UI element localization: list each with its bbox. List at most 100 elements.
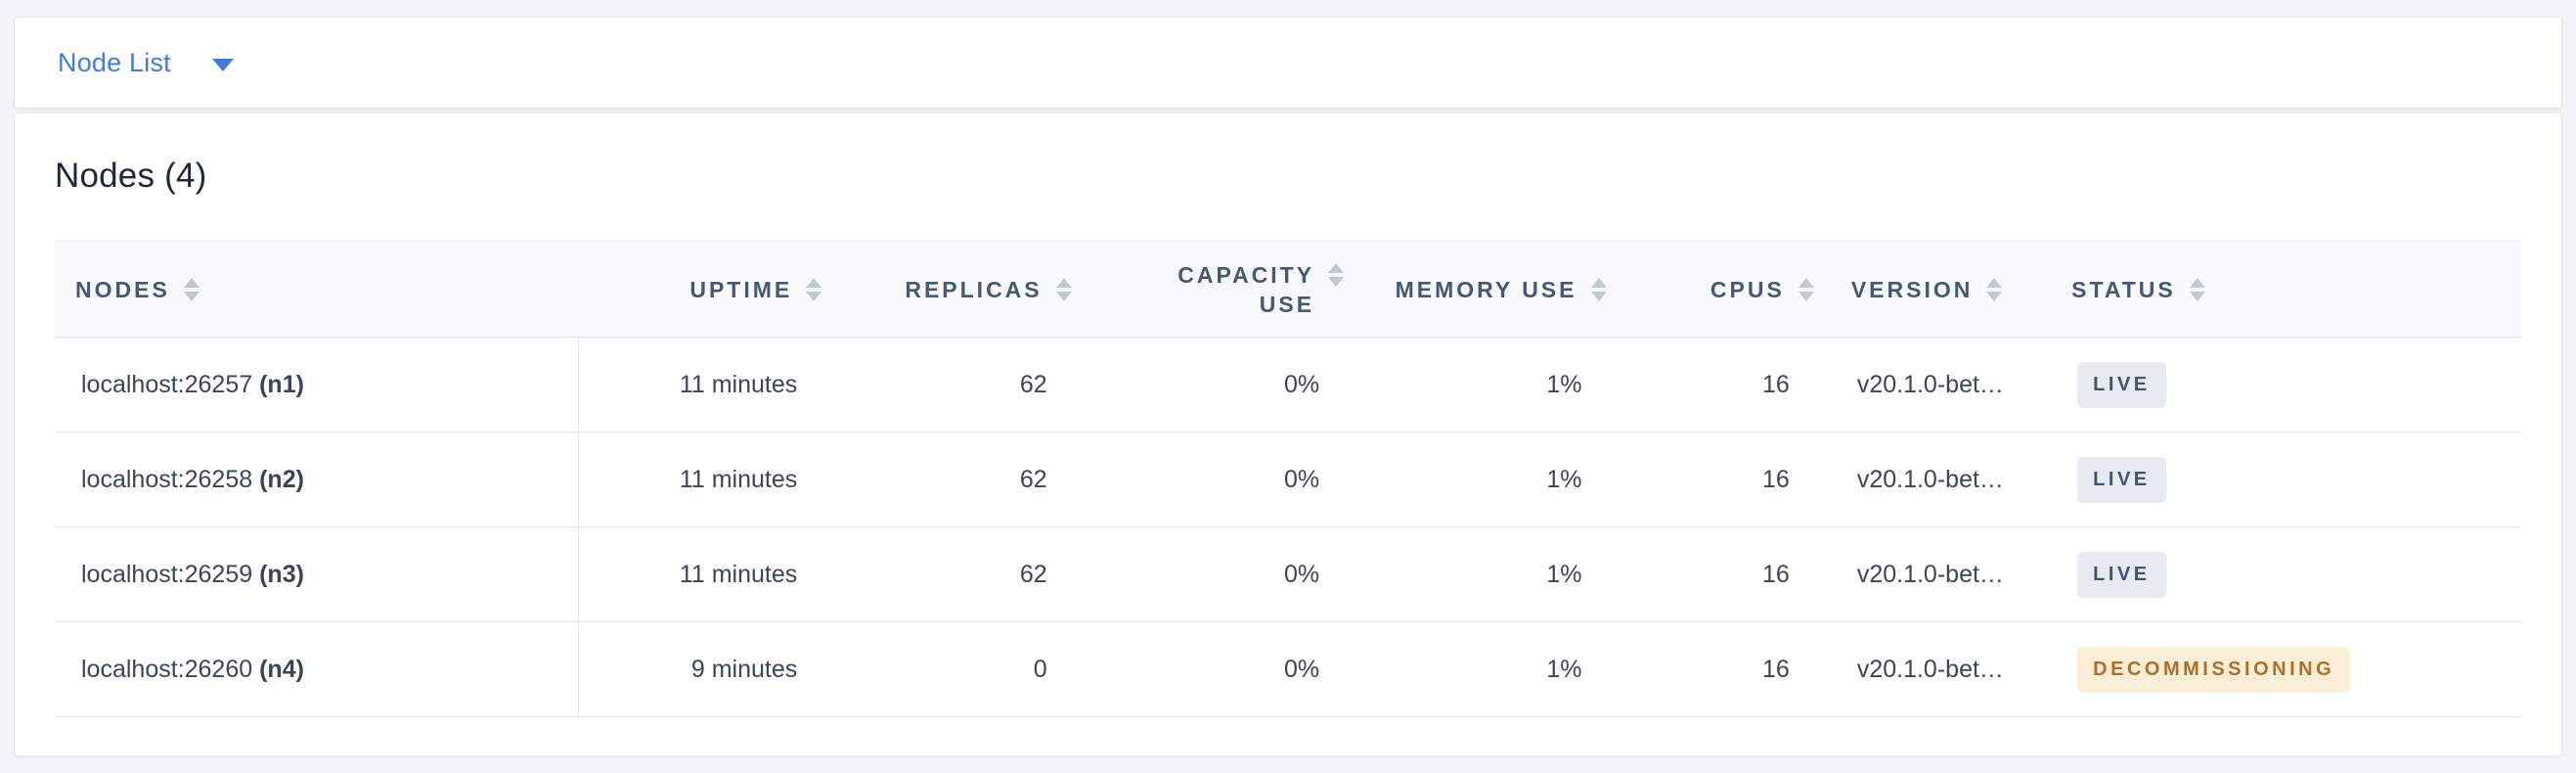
sort-up-icon (1798, 277, 1814, 288)
node-cell: localhost:26259 (n3) (55, 526, 580, 622)
uptime-cell-value: 11 minutes (679, 370, 798, 398)
replicas-cell: 62 (838, 337, 1088, 432)
nodes-card: Nodes (4) Nodes Uptime Replicas Capacity Us… (14, 113, 2562, 756)
version-cell-value: v20.1.0-bet… (1856, 465, 2004, 493)
version-cell: v20.1.0-bet… (1830, 621, 2052, 717)
sort-up-icon (183, 277, 200, 288)
page: Node List Nodes (4) Nodes Uptime Replicas C… (14, 17, 2562, 756)
sort-arrows-icon[interactable] (2189, 277, 2205, 301)
column-header-label: Replicas (905, 276, 1043, 302)
node-link[interactable]: localhost:26260 (81, 655, 260, 683)
replicas-cell: 62 (838, 432, 1088, 527)
column-header-replicas[interactable]: Replicas (838, 241, 1088, 338)
uptime-cell: 9 minutes (578, 621, 839, 717)
uptime-cell: 11 minutes (578, 432, 839, 527)
sort-arrows-icon[interactable] (1590, 277, 1607, 301)
node-cell: localhost:26258 (n2) (55, 432, 580, 527)
table-header-row: Nodes Uptime Replicas Capacity Use Memory Us… (55, 241, 2521, 338)
column-header-inner: Version (1831, 275, 2051, 304)
version-cell: v20.1.0-bet… (1830, 526, 2052, 622)
node-link[interactable]: localhost:26257 (81, 370, 260, 398)
status-badge: LIVE (2077, 551, 2166, 598)
column-header-status[interactable]: Status (2051, 241, 2521, 338)
table-row: localhost:26259 (n3) 11 minutes 62 0% 1% 16 v2… (55, 526, 2521, 622)
memory-use-cell: 1% (1360, 432, 1623, 527)
column-header-inner: Uptime (579, 275, 838, 304)
caret-down-icon[interactable] (211, 58, 234, 71)
view-selector-dropdown[interactable]: Node List (58, 48, 234, 78)
sort-arrows-icon[interactable] (1055, 277, 1072, 301)
column-header-cpus[interactable]: CPUs (1622, 241, 1831, 338)
version-cell: v20.1.0-bet… (1830, 337, 2052, 432)
sort-arrows-icon[interactable] (1986, 277, 2003, 301)
status-badge: LIVE (2077, 456, 2166, 503)
column-header-inner: Memory Use (1360, 275, 1622, 304)
memory-use-cell: 1% (1360, 526, 1623, 622)
node-link[interactable]: localhost:26259 (81, 560, 260, 588)
column-header-uptime[interactable]: Uptime (578, 241, 839, 338)
sort-arrows-icon[interactable] (183, 277, 200, 301)
column-header-label: CPUs (1710, 276, 1785, 302)
memory-use-cell-value: 1% (1546, 655, 1582, 683)
uptime-cell: 11 minutes (578, 526, 839, 622)
version-cell: v20.1.0-bet… (1830, 432, 2052, 527)
view-selector-label[interactable]: Node List (58, 47, 171, 77)
node-cell: localhost:26257 (n1) (55, 337, 580, 432)
sort-arrows-icon[interactable] (1798, 277, 1814, 301)
column-header-nodes[interactable]: Nodes (55, 241, 579, 338)
sort-up-icon (1055, 277, 1072, 288)
status-cell: LIVE (2051, 526, 2521, 622)
capacity-use-cell: 0% (1088, 526, 1361, 622)
version-cell-value: v20.1.0-bet… (1856, 655, 2004, 683)
status-badge: DECOMMISSIONING (2077, 646, 2351, 693)
sort-arrows-icon[interactable] (1328, 262, 1345, 287)
column-header-memory-use[interactable]: Memory Use (1360, 241, 1623, 338)
sort-up-icon (1590, 277, 1607, 288)
cpus-cell: 16 (1622, 432, 1831, 527)
sort-down-icon (1055, 291, 1072, 301)
sort-down-icon (2189, 291, 2205, 301)
uptime-cell-value: 9 minutes (690, 655, 798, 683)
cpus-cell-value: 16 (1762, 370, 1790, 398)
replicas-cell-value: 0 (1033, 655, 1047, 683)
sort-down-icon (183, 291, 200, 301)
sort-arrows-icon[interactable] (806, 277, 822, 301)
column-header-label: Version (1850, 276, 1974, 302)
replicas-cell-value: 62 (1019, 370, 1047, 398)
column-header-capacity-use[interactable]: Capacity Use (1088, 241, 1361, 338)
column-header-inner: Status (2051, 275, 2521, 304)
column-header-inner: Nodes (55, 275, 579, 304)
memory-use-cell-value: 1% (1546, 560, 1582, 588)
column-header-label: Capacity Use (1177, 261, 1315, 317)
column-header-label: Uptime (689, 276, 793, 302)
replicas-cell: 62 (838, 526, 1088, 622)
uptime-cell: 11 minutes (578, 337, 839, 432)
node-link[interactable]: localhost:26258 (81, 465, 260, 493)
cpus-cell: 16 (1622, 621, 1831, 717)
sort-down-icon (1328, 276, 1345, 287)
sort-up-icon (1986, 277, 2003, 288)
node-id-label: (n2) (259, 465, 304, 493)
replicas-cell-value: 62 (1019, 465, 1047, 493)
memory-use-cell-value: 1% (1546, 465, 1582, 493)
version-cell-value: v20.1.0-bet… (1856, 560, 2004, 588)
sort-up-icon (2189, 277, 2205, 288)
cpus-cell: 16 (1622, 526, 1831, 622)
replicas-cell: 0 (838, 621, 1088, 717)
sort-down-icon (806, 291, 822, 301)
cpus-cell-value: 16 (1762, 655, 1790, 683)
replicas-cell-value: 62 (1019, 560, 1047, 588)
column-header-label: Memory Use (1395, 276, 1577, 302)
nodes-table: Nodes Uptime Replicas Capacity Use Memory Us… (55, 241, 2521, 717)
sort-down-icon (1986, 291, 2003, 301)
status-badge: LIVE (2077, 361, 2166, 408)
table-row: localhost:26258 (n2) 11 minutes 62 0% 1% 16 v2… (55, 432, 2521, 527)
uptime-cell-value: 11 minutes (679, 465, 798, 493)
column-header-version[interactable]: Version (1830, 241, 2052, 338)
capacity-use-cell-value: 0% (1283, 655, 1320, 683)
status-cell: LIVE (2051, 337, 2521, 432)
status-cell: DECOMMISSIONING (2051, 621, 2521, 717)
status-cell: LIVE (2051, 432, 2521, 527)
cpus-cell: 16 (1622, 337, 1831, 432)
column-header-label: Status (2071, 276, 2176, 302)
